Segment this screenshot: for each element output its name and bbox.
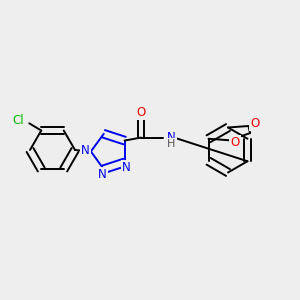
Text: O: O	[136, 106, 146, 119]
Text: N: N	[98, 168, 106, 181]
Text: N: N	[81, 144, 90, 158]
Text: N: N	[122, 161, 130, 174]
Text: O: O	[250, 117, 259, 130]
Text: H: H	[167, 139, 176, 149]
Text: O: O	[230, 136, 240, 149]
Text: Cl: Cl	[12, 113, 24, 127]
Text: N: N	[167, 131, 176, 144]
